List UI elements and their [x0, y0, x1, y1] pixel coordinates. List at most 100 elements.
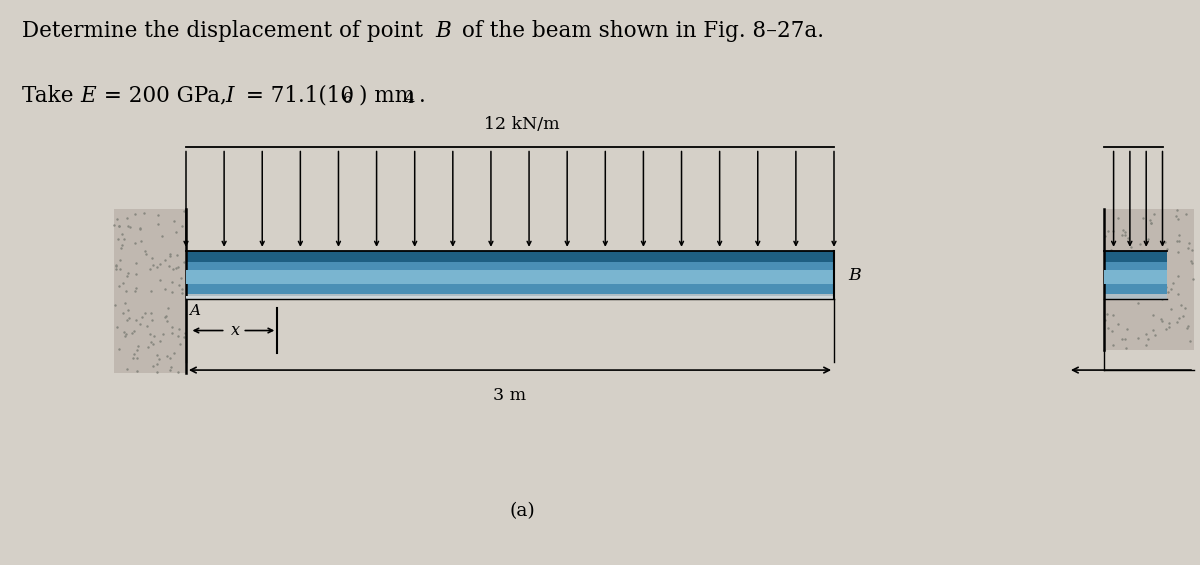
Point — [1178, 238, 1198, 247]
Point — [1094, 316, 1114, 325]
Point — [170, 281, 190, 290]
Point — [1112, 334, 1132, 343]
Point — [113, 241, 132, 250]
Point — [1128, 333, 1147, 342]
Point — [148, 220, 167, 229]
Point — [130, 225, 149, 234]
Point — [1145, 331, 1164, 340]
Point — [1122, 242, 1141, 251]
Point — [1139, 335, 1158, 344]
Point — [1174, 311, 1193, 320]
Text: B: B — [436, 20, 451, 42]
Point — [124, 354, 143, 363]
Text: E: E — [80, 85, 96, 107]
Point — [127, 316, 146, 325]
Point — [174, 332, 193, 341]
Point — [155, 285, 174, 294]
Point — [1136, 341, 1156, 350]
Text: Take: Take — [22, 85, 80, 107]
Point — [148, 350, 167, 359]
Point — [136, 309, 155, 318]
Point — [168, 368, 187, 377]
Point — [126, 258, 145, 267]
Point — [142, 253, 161, 262]
Point — [1168, 318, 1187, 327]
Point — [1169, 247, 1188, 256]
Point — [1110, 253, 1129, 262]
Point — [160, 262, 179, 271]
Point — [108, 323, 127, 332]
Point — [173, 221, 192, 231]
Text: 12 kN/m: 12 kN/m — [484, 116, 560, 133]
Point — [158, 304, 178, 313]
Point — [169, 263, 188, 272]
Point — [138, 342, 157, 351]
Point — [107, 264, 126, 273]
Point — [148, 263, 167, 272]
Point — [174, 207, 193, 216]
Point — [157, 316, 176, 325]
Point — [132, 312, 151, 321]
Point — [172, 274, 191, 283]
Point — [127, 269, 146, 278]
Bar — [186, 270, 834, 284]
Point — [131, 236, 150, 245]
Point — [126, 287, 145, 296]
Point — [1141, 219, 1160, 228]
Point — [1109, 213, 1128, 222]
Point — [143, 340, 162, 349]
Point — [125, 326, 144, 335]
Point — [112, 229, 131, 238]
Bar — [186, 296, 834, 299]
Point — [1138, 259, 1157, 268]
Point — [1159, 319, 1178, 328]
Point — [119, 268, 138, 277]
Point — [169, 331, 188, 340]
Point — [155, 313, 174, 322]
Point — [140, 265, 160, 274]
Point — [116, 329, 136, 338]
Text: 3 m: 3 m — [493, 387, 527, 404]
Text: ) mm: ) mm — [359, 85, 415, 107]
Point — [128, 367, 148, 376]
Point — [109, 345, 128, 354]
Point — [110, 255, 130, 264]
Point — [1099, 250, 1118, 259]
Point — [1116, 335, 1135, 344]
Point — [175, 329, 194, 338]
Point — [109, 221, 128, 230]
Point — [152, 232, 172, 241]
Point — [164, 349, 184, 358]
Point — [1169, 236, 1188, 245]
Point — [148, 360, 167, 369]
Point — [121, 222, 140, 231]
Point — [167, 250, 186, 259]
Point — [142, 315, 161, 324]
Point — [162, 323, 181, 332]
Point — [1182, 257, 1200, 266]
Point — [119, 305, 138, 314]
Point — [108, 234, 127, 244]
Point — [1152, 249, 1171, 258]
Point — [167, 227, 186, 236]
Point — [1159, 288, 1178, 297]
Point — [140, 329, 160, 338]
Point — [1144, 250, 1163, 259]
Point — [1177, 323, 1196, 332]
Point — [149, 355, 168, 364]
Point — [1144, 209, 1163, 218]
Point — [142, 308, 161, 317]
Bar — [186, 262, 834, 294]
Point — [1169, 215, 1188, 224]
Point — [122, 328, 142, 337]
Point — [169, 325, 188, 334]
Point — [161, 362, 180, 371]
Point — [1177, 210, 1196, 219]
Text: 6: 6 — [343, 92, 353, 106]
Point — [1162, 305, 1181, 314]
Point — [144, 362, 163, 371]
Point — [1103, 289, 1122, 298]
Point — [109, 281, 128, 290]
Bar — [114, 209, 186, 373]
Point — [1175, 303, 1194, 312]
